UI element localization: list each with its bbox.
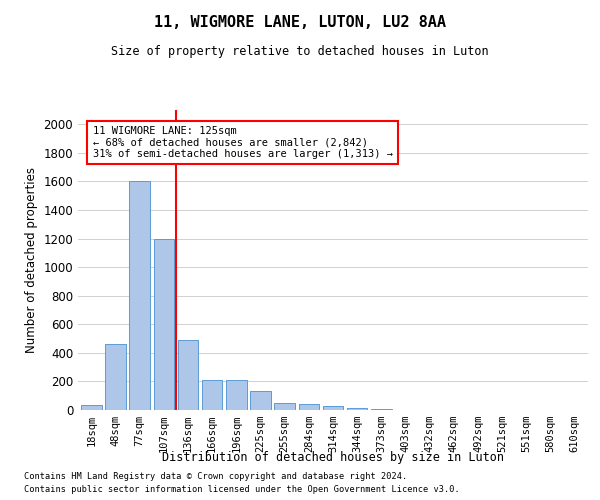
Bar: [299, 404, 319, 410]
Bar: [347, 408, 367, 410]
Bar: [105, 344, 126, 410]
Bar: [226, 380, 247, 410]
Bar: [202, 380, 223, 410]
Bar: [81, 405, 101, 410]
Bar: [178, 340, 198, 410]
Text: 11, WIGMORE LANE, LUTON, LU2 8AA: 11, WIGMORE LANE, LUTON, LU2 8AA: [154, 15, 446, 30]
Text: Contains public sector information licensed under the Open Government Licence v3: Contains public sector information licen…: [24, 485, 460, 494]
Bar: [274, 403, 295, 410]
Bar: [371, 408, 392, 410]
Bar: [250, 392, 271, 410]
Text: Contains HM Land Registry data © Crown copyright and database right 2024.: Contains HM Land Registry data © Crown c…: [24, 472, 407, 481]
Text: Size of property relative to detached houses in Luton: Size of property relative to detached ho…: [111, 45, 489, 58]
Y-axis label: Number of detached properties: Number of detached properties: [25, 167, 38, 353]
Text: Distribution of detached houses by size in Luton: Distribution of detached houses by size …: [162, 451, 504, 464]
Bar: [130, 182, 150, 410]
Bar: [154, 238, 174, 410]
Text: 11 WIGMORE LANE: 125sqm
← 68% of detached houses are smaller (2,842)
31% of semi: 11 WIGMORE LANE: 125sqm ← 68% of detache…: [92, 126, 392, 159]
Bar: [323, 406, 343, 410]
